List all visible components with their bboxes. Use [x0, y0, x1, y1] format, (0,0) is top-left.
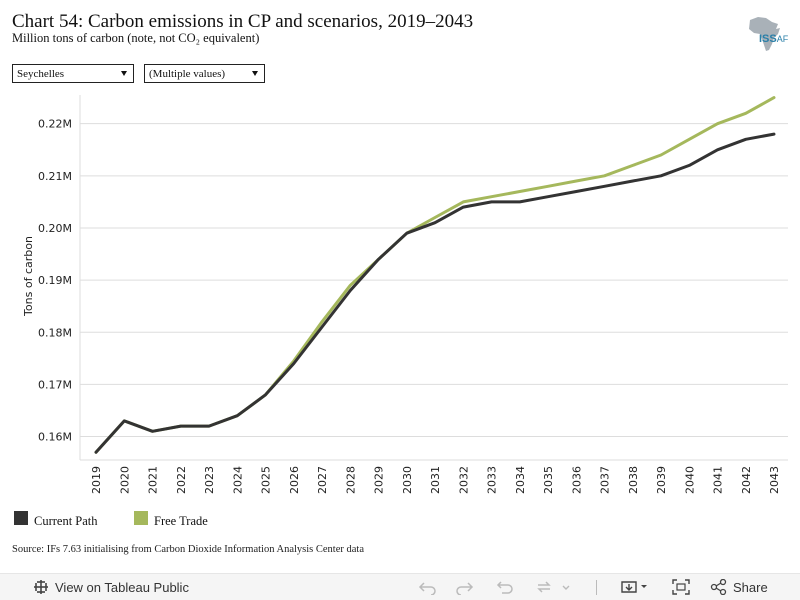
- x-tick-label: 2031: [429, 466, 442, 494]
- x-tick-label: 2022: [175, 466, 188, 494]
- x-tick-label: 2037: [599, 466, 612, 494]
- chart-title: Chart 54: Carbon emissions in CP and sce…: [12, 11, 474, 32]
- legend-label-free-trade: Free Trade: [154, 514, 208, 528]
- view-on-tableau-label: View on Tableau Public: [55, 580, 189, 595]
- share-label: Share: [733, 580, 768, 595]
- x-tick-label: 2021: [147, 466, 160, 494]
- x-tick-label: 2042: [740, 466, 753, 494]
- x-tick-label: 2019: [90, 466, 103, 494]
- y-tick-label: 0.21M: [38, 170, 72, 183]
- x-tick-label: 2025: [260, 466, 273, 494]
- line-chart: 0.16M 0.17M 0.18M 0.19M 0.20M 0.21M 0.22M 2019…: [22, 95, 788, 494]
- x-tick-label: 2023: [203, 466, 216, 494]
- view-on-tableau-button[interactable]: View on Tableau Public: [33, 579, 189, 598]
- y-axis-title: Tons of carbon: [22, 236, 35, 317]
- x-tick-label: 2043: [768, 466, 781, 494]
- x-tick-label: 2041: [712, 466, 725, 494]
- scenario-dropdown[interactable]: (Multiple values): [144, 64, 265, 83]
- x-tick-label: 2036: [570, 466, 583, 494]
- legend-swatch-current-path: [14, 511, 28, 525]
- x-tick-label: 2030: [401, 466, 414, 494]
- y-tick-label: 0.18M: [38, 326, 72, 339]
- y-tick-label: 0.20M: [38, 222, 72, 235]
- country-dropdown[interactable]: Seychelles: [12, 64, 134, 83]
- tableau-logo-icon: [34, 580, 48, 594]
- share-button[interactable]: Share: [710, 578, 768, 598]
- redo-icon[interactable]: [454, 579, 474, 595]
- y-tick-labels: 0.16M 0.17M 0.18M 0.19M 0.20M 0.21M 0.22M: [38, 118, 72, 444]
- dropdown-arrow-icon: [121, 71, 127, 76]
- africa-map-icon: [749, 17, 780, 51]
- x-tick-label: 2034: [514, 466, 527, 494]
- y-tick-label: 0.19M: [38, 274, 72, 287]
- x-tick-label: 2032: [457, 466, 470, 494]
- download-icon[interactable]: [620, 579, 652, 595]
- logo-iss: ISS: [759, 33, 777, 45]
- legend-swatch-free-trade: [134, 511, 148, 525]
- logo-af: AF: [776, 34, 789, 44]
- toolbar-divider: [596, 580, 597, 595]
- x-tick-label: 2028: [344, 466, 357, 494]
- x-tick-labels: 2019 2020 2021 2022 2023 2024 2025 2026 2027 2028…: [90, 466, 781, 494]
- x-tick-label: 2035: [542, 466, 555, 494]
- revert-icon[interactable]: [496, 579, 516, 595]
- x-tick-label: 2039: [655, 466, 668, 494]
- series-line-free-trade[interactable]: [94, 96, 776, 454]
- y-tick-label: 0.22M: [38, 118, 72, 131]
- undo-icon[interactable]: [418, 579, 438, 595]
- x-tick-label: 2040: [683, 466, 696, 494]
- y-tick-label: 0.17M: [38, 378, 72, 391]
- source-note: Source: IFs 7.63 initialising from Carbo…: [12, 544, 364, 555]
- series-line-current-path[interactable]: [94, 132, 776, 454]
- x-tick-label: 2020: [118, 466, 131, 494]
- x-tick-label: 2029: [373, 466, 386, 494]
- scenario-dropdown-value: (Multiple values): [149, 68, 226, 80]
- grid-lines: [79, 95, 788, 461]
- fullscreen-icon[interactable]: [672, 579, 690, 595]
- issafrica-logo[interactable]: ISSAF: [742, 14, 790, 54]
- legend-label-current-path: Current Path: [34, 514, 98, 528]
- x-tick-label: 2027: [316, 466, 329, 494]
- refresh-icon[interactable]: [534, 579, 572, 595]
- x-tick-label: 2038: [627, 466, 640, 494]
- y-tick-label: 0.16M: [38, 431, 72, 444]
- x-tick-label: 2026: [288, 466, 301, 494]
- dropdown-arrow-icon: [252, 71, 258, 76]
- tableau-toolbar: View on Tableau Public Share: [0, 573, 800, 600]
- series-lines: [94, 96, 776, 454]
- x-tick-label: 2024: [231, 466, 244, 494]
- country-dropdown-value: Seychelles: [17, 68, 65, 80]
- chart-subtitle: Million tons of carbon (note, not CO₂ eq…: [12, 31, 260, 45]
- x-tick-label: 2033: [486, 466, 499, 494]
- share-icon: [710, 578, 727, 596]
- logo-label: ISSAF: [759, 33, 788, 45]
